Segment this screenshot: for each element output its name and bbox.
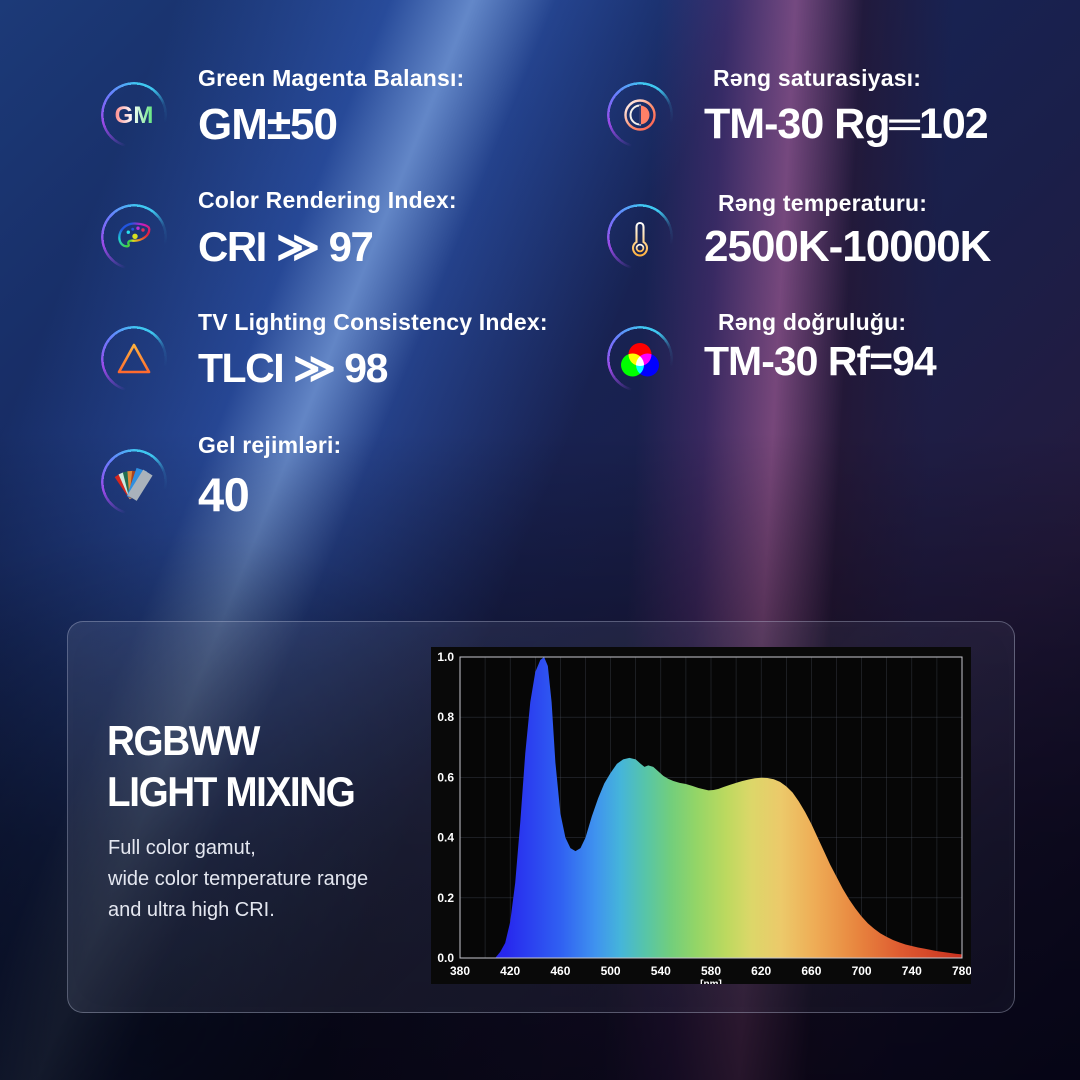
svg-text:460: 460	[550, 964, 570, 978]
svg-text:580: 580	[701, 964, 721, 978]
svg-text:GM: GM	[115, 102, 154, 129]
svg-text:0.4: 0.4	[437, 831, 454, 845]
svg-text:0.8: 0.8	[437, 710, 454, 724]
svg-text:740: 740	[902, 964, 922, 978]
svg-text:0.2: 0.2	[437, 891, 454, 905]
svg-text:700: 700	[852, 964, 872, 978]
svg-text:500: 500	[601, 964, 621, 978]
svg-text:1.0: 1.0	[437, 650, 454, 664]
svg-text:780: 780	[952, 964, 971, 978]
svg-text:[nm]: [nm]	[700, 979, 722, 984]
svg-text:0.0: 0.0	[437, 951, 454, 965]
svg-text:660: 660	[801, 964, 821, 978]
svg-text:0.6: 0.6	[437, 770, 454, 784]
svg-text:540: 540	[651, 964, 671, 978]
svg-text:620: 620	[751, 964, 771, 978]
svg-text:380: 380	[450, 964, 470, 978]
svg-text:420: 420	[500, 964, 520, 978]
